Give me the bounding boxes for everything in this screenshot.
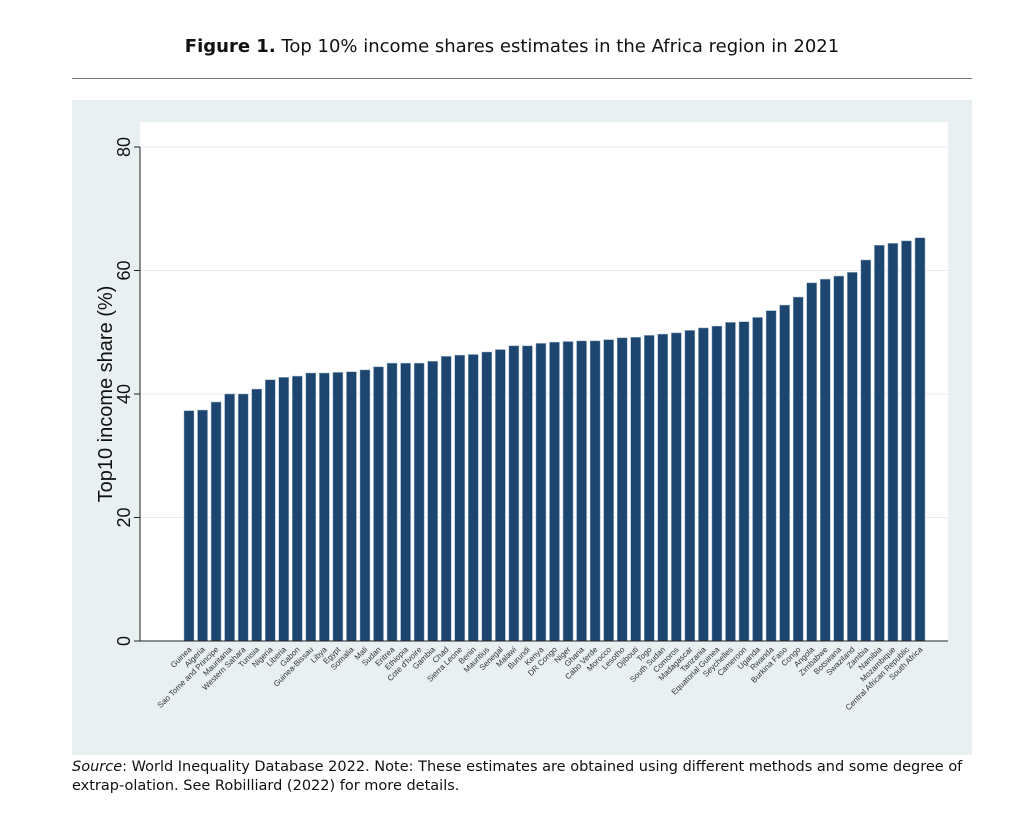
- bar-south-africa: [914, 237, 926, 642]
- source-label: Source: [72, 759, 123, 775]
- bar-libya: [319, 372, 330, 642]
- bar-malawi: [508, 345, 520, 642]
- bar-djibouti: [630, 336, 641, 642]
- bar-ghana: [576, 340, 587, 642]
- bar-seychelles: [725, 322, 736, 642]
- bar-uganda: [752, 317, 763, 642]
- bar-namibia: [874, 244, 885, 642]
- bar-zimbabwe: [819, 278, 831, 642]
- bar-lesotho: [616, 337, 628, 642]
- bar-sao-tome-and-principe: [210, 401, 222, 642]
- bar-sierra-leone: [454, 354, 465, 642]
- bar-rwanda: [765, 310, 777, 642]
- bar-somalia: [346, 371, 357, 642]
- bar-mozambique: [887, 243, 899, 642]
- y-tick-label: 0: [114, 636, 134, 646]
- bar-togo: [644, 335, 655, 642]
- bar-mali: [359, 369, 371, 642]
- bar-egypt: [332, 372, 344, 642]
- bar-nigeria: [264, 379, 276, 642]
- bar-mauritius: [481, 351, 493, 642]
- bar-ethiopia: [400, 362, 411, 642]
- bar-angola: [806, 282, 817, 642]
- bar-kenya: [535, 343, 547, 642]
- bar-cameroon: [738, 321, 750, 642]
- bar-comoros: [671, 332, 682, 642]
- bar-western-sahara: [237, 393, 249, 642]
- bar-botswana: [833, 275, 845, 642]
- bar-liberia: [278, 377, 290, 642]
- y-tick-label: 60: [114, 260, 134, 280]
- y-axis-label: Top10 income share (%): [95, 286, 117, 503]
- bar-cote-d-ivoire: [413, 362, 425, 642]
- bar-equatorial-guinea: [711, 325, 723, 642]
- bar-tanzania: [698, 327, 709, 642]
- figure-caption: Top 10% income shares estimates in the A…: [275, 36, 840, 57]
- bar-eritrea: [386, 362, 398, 642]
- y-tick-label: 40: [114, 384, 134, 404]
- source-text: : World Inequality Database 2022. Note: …: [72, 759, 963, 794]
- bar-guinea-bissau: [305, 372, 317, 642]
- bar-senegal: [495, 349, 506, 642]
- bar-cabo-verde: [589, 340, 601, 642]
- bar-morocco: [603, 339, 614, 642]
- bar-niger: [562, 341, 574, 642]
- figure-title: Figure 1. Top 10% income shares estimate…: [0, 36, 1024, 57]
- bar-burundi: [522, 345, 533, 642]
- source-note: Source: World Inequality Database 2022. …: [72, 758, 982, 796]
- bar-south-sudan: [657, 333, 669, 642]
- y-tick-label: 80: [114, 137, 134, 157]
- bar-gabon: [292, 375, 303, 642]
- bar-mauritania: [224, 393, 235, 642]
- bar-congo: [792, 296, 804, 642]
- figure-label: Figure 1.: [184, 36, 276, 57]
- bar-swaziland: [847, 272, 858, 642]
- bar-chad: [440, 356, 452, 642]
- bar-sudan: [373, 366, 384, 642]
- divider: [72, 78, 972, 79]
- bar-tunisia: [251, 388, 262, 642]
- bar-dr-congo: [549, 341, 560, 642]
- bar-benin: [468, 354, 479, 642]
- bar-algeria: [197, 409, 208, 642]
- bar-guinea: [183, 410, 195, 642]
- bar-zambia: [860, 259, 872, 642]
- bar-central-african-republic: [901, 240, 912, 642]
- bar-madagascar: [684, 330, 696, 642]
- y-tick-label: 20: [114, 507, 134, 527]
- bar-burkina-faso: [779, 304, 790, 642]
- bar-gambia: [427, 361, 438, 642]
